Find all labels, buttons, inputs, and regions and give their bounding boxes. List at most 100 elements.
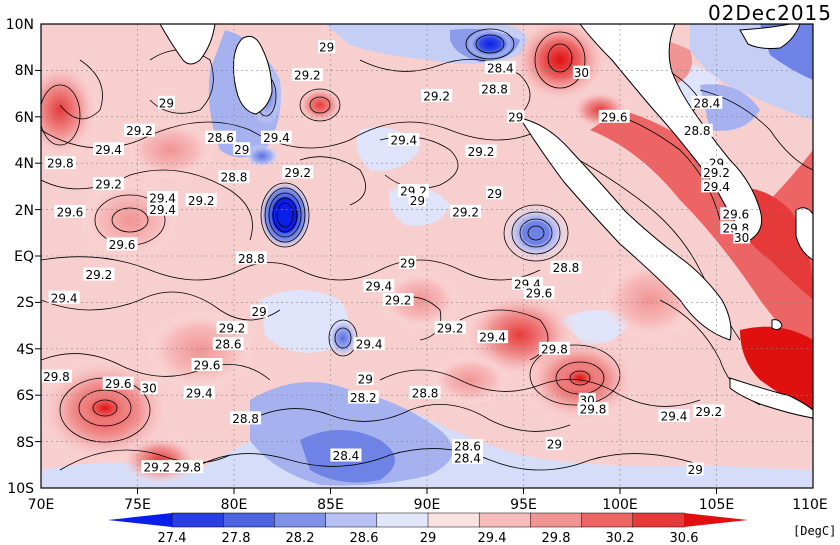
contour-label-bg [191, 358, 223, 372]
contour-label-bg [183, 385, 215, 399]
contour-label: 29 [508, 110, 523, 124]
contour-label-bg [465, 144, 497, 158]
contour-label-bg [550, 260, 582, 274]
contour-label-bg [93, 177, 125, 191]
contour-label-bg [720, 207, 752, 221]
contour-label-bg [141, 460, 173, 474]
colorbar-cell [632, 512, 685, 528]
colorbar-cell [530, 512, 583, 528]
colorbar-right-arrow [684, 513, 748, 527]
lon-label: 80E [221, 497, 248, 513]
contour-label: 29.4 [365, 280, 392, 294]
colorbar-tick: 29 [420, 531, 437, 545]
contour-label: 29.2 [126, 124, 153, 138]
contour-label-bg [260, 130, 292, 144]
contour-label-bg [434, 320, 466, 334]
latitude-labels: 10N 8N 6N 4N 2N EQ 2S 4S 6S 8S 10S [6, 17, 34, 497]
contour-label-bg [140, 381, 158, 395]
contour-label: 29 [319, 41, 334, 55]
contour-label-bg [382, 293, 414, 307]
colorbar: 27.4 27.8 28.2 28.6 29 29.4 29.8 30.2 30… [108, 512, 836, 545]
contour-label-bg [545, 436, 563, 450]
lon-label: 105E [699, 497, 735, 513]
contour-label: 29.8 [174, 461, 201, 475]
contour-label: 29 [410, 194, 425, 208]
contour-label-bg [48, 290, 80, 304]
contour-label-bg [693, 404, 725, 418]
colorbar-tick: 29.8 [542, 531, 571, 545]
lat-label: 10N [6, 17, 34, 33]
contour-label-bg [421, 88, 453, 102]
lat-label: 2S [16, 295, 34, 311]
units-label: [DegC] [793, 524, 836, 538]
colorbar-cell [376, 512, 429, 528]
contour-label-bg [701, 179, 732, 193]
contour-label: 29.4 [356, 338, 383, 352]
colorbar-cell [222, 512, 276, 528]
contour-label: 29.6 [194, 359, 221, 373]
contour-label: 29.8 [43, 370, 70, 384]
contour-label: 29.6 [601, 110, 628, 124]
contour-label: 29.2 [452, 205, 479, 219]
contour-label-bg [733, 230, 751, 244]
small-island [771, 319, 783, 331]
lat-label: 6N [15, 110, 34, 126]
contour-label: 29 [251, 305, 266, 319]
colorbar-cell [427, 512, 480, 528]
contour-label-bg [701, 165, 732, 179]
colorbar-tick: 27.8 [222, 531, 251, 545]
lat-label: 6S [16, 388, 34, 404]
contour-label: 29.2 [385, 294, 412, 308]
longitude-labels: 70E 75E 80E 85E 90E 95E 100E 105E 110E [28, 497, 828, 513]
contour-label: 29 [688, 463, 703, 477]
borneo-edge [795, 207, 813, 261]
contour-label: 29 [358, 372, 373, 386]
contour-label-bg [157, 95, 175, 109]
contour-label-bg [291, 68, 323, 82]
contour-label-bg [486, 186, 504, 200]
colorbar-cell [325, 512, 378, 528]
contour-label: 29.6 [526, 287, 553, 301]
contour-label-bg [318, 40, 336, 54]
colorbar-tick: 30.2 [606, 531, 635, 545]
contour-label-bg [577, 402, 609, 416]
contour-label: 29.6 [722, 208, 749, 222]
contour-label: 29.2 [703, 166, 730, 180]
contour-label-bg [212, 337, 244, 351]
contour-label: 29.2 [188, 194, 215, 208]
contour-label: 29.4 [661, 410, 688, 424]
contour-label: 29.4 [51, 291, 78, 305]
contour-label: 30 [574, 66, 589, 80]
contour-label-bg [523, 286, 555, 300]
contour-label: 29.4 [263, 131, 290, 145]
contour-label: 28.8 [481, 82, 508, 96]
contour-label: 29.6 [105, 377, 132, 391]
contour-label-bg [250, 304, 268, 318]
contour-label-bg [83, 267, 115, 281]
contour-label-bg [477, 330, 509, 344]
contour-label-bg [572, 65, 590, 79]
contour-label-bg [484, 61, 516, 75]
axis-ticks [35, 69, 717, 494]
contour-label-bg [479, 81, 511, 95]
lon-label: 75E [124, 497, 151, 513]
contour-label-bg [353, 337, 385, 351]
sri-lanka-landmass [233, 35, 273, 115]
sst-field: 2929.22929.229.429.828.62929.429.229.429… [41, 24, 813, 488]
colorbar-tick: 30.6 [670, 531, 699, 545]
contour-label: 29.2 [423, 89, 450, 103]
contour-label: 29 [159, 96, 174, 110]
lon-label: 90E [414, 497, 441, 513]
contour-label: 29.6 [109, 238, 136, 252]
contour-label: 29.2 [219, 321, 246, 335]
contour-label-bg [347, 390, 379, 404]
contour-label-bg [218, 170, 250, 184]
lon-label: 100E [602, 497, 638, 513]
india-landmass [159, 24, 216, 65]
contour-label-bg [216, 320, 248, 334]
java-landmass [729, 377, 813, 419]
lat-label: 8S [16, 435, 34, 451]
contour-label: 29.2 [284, 166, 311, 180]
contour-label: 28.6 [454, 440, 481, 454]
contour-label-bg [102, 376, 134, 390]
